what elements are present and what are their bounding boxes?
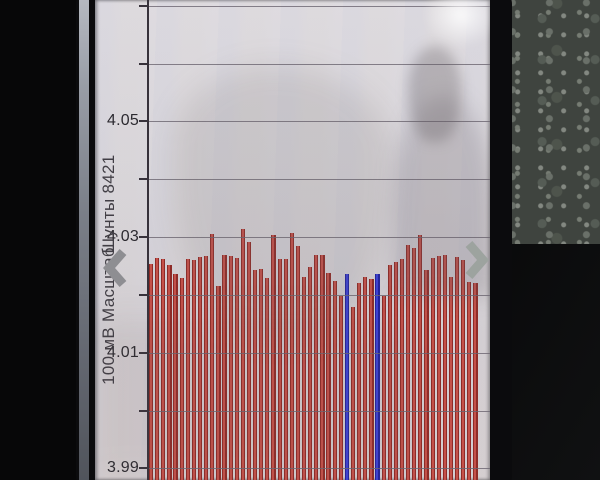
y-axis-label: 4.03 <box>107 228 139 246</box>
bar <box>350 306 356 480</box>
bar <box>283 258 288 480</box>
bar <box>289 232 294 480</box>
next-page-chevron-icon[interactable] <box>461 238 490 282</box>
gravel-background <box>505 0 600 244</box>
axis-tick <box>139 236 148 239</box>
bar <box>167 264 172 480</box>
bar <box>448 277 454 480</box>
bar <box>240 229 245 480</box>
bar <box>295 245 301 480</box>
bar <box>234 257 239 480</box>
bar <box>467 282 472 480</box>
gridline <box>148 63 490 65</box>
bar <box>393 262 398 480</box>
bar <box>265 278 270 480</box>
bar <box>326 273 331 480</box>
gridline <box>148 352 490 354</box>
axis-tick <box>139 351 148 354</box>
bar <box>185 259 190 480</box>
y-axis-line <box>147 0 149 480</box>
gridline <box>148 237 490 239</box>
axis-tick <box>139 4 148 7</box>
bar <box>461 259 466 480</box>
y-axis-label: 4.05 <box>107 112 139 130</box>
bar <box>302 277 307 480</box>
bar <box>320 255 325 480</box>
bar <box>161 259 166 480</box>
bar <box>399 259 405 480</box>
bar <box>149 263 154 480</box>
bar-highlighted <box>344 274 350 480</box>
bar <box>424 270 429 480</box>
axis-tick <box>139 467 148 470</box>
axis-tick <box>139 409 148 412</box>
screen-glare <box>423 0 490 48</box>
gridline <box>148 468 490 470</box>
gridline <box>148 294 490 296</box>
bar <box>210 233 215 480</box>
screen-reflection-head <box>408 46 462 142</box>
bar <box>173 273 178 480</box>
bar <box>473 283 478 480</box>
bar <box>406 244 411 480</box>
bar <box>387 264 392 480</box>
bar <box>369 279 374 480</box>
bar <box>442 254 447 480</box>
gridline <box>148 121 490 123</box>
bar <box>155 257 160 480</box>
bar <box>418 235 423 480</box>
bar-highlighted <box>375 274 380 480</box>
bar <box>246 242 252 480</box>
y-axis-label: 4.01 <box>107 343 139 361</box>
y-axis-label: 3.99 <box>107 459 139 477</box>
bar <box>308 267 313 480</box>
phone-edge-highlight <box>79 0 89 480</box>
phone-screen: 4.05 4.03 4.01 3.99 100 мВ Масштаб Шунты 84… <box>95 0 490 480</box>
bar <box>179 278 184 480</box>
gridline <box>148 410 490 412</box>
axis-tick <box>139 120 148 123</box>
bar <box>191 259 197 480</box>
axis-tick <box>139 62 148 65</box>
bar <box>277 258 282 480</box>
bar <box>271 235 276 480</box>
bar <box>216 285 221 480</box>
bar <box>430 257 435 480</box>
bar <box>332 280 337 480</box>
bar <box>363 277 368 480</box>
bar <box>314 255 319 480</box>
bar <box>253 270 258 480</box>
bar <box>222 254 227 480</box>
bar <box>412 248 417 480</box>
gridline <box>148 5 490 7</box>
bar <box>228 255 233 480</box>
bar <box>381 295 386 480</box>
bar <box>197 257 203 480</box>
prev-page-chevron-icon[interactable] <box>101 246 131 290</box>
axis-tick <box>139 178 148 181</box>
bar <box>357 282 362 480</box>
bar <box>338 295 343 480</box>
gridline <box>148 179 490 181</box>
shunts-label: Шунты 8421 <box>99 154 118 254</box>
axis-tick <box>139 293 148 296</box>
bar <box>259 268 264 480</box>
bar <box>436 256 441 480</box>
bar <box>455 257 460 480</box>
bar <box>204 255 209 480</box>
